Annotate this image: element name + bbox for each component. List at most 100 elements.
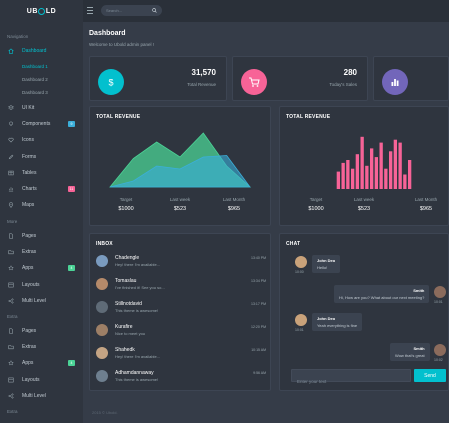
- bar-2: [341, 162, 345, 189]
- chat-input-box: [291, 369, 411, 387]
- sidebar-item-multi-level[interactable]: Multi Level: [0, 390, 83, 402]
- count-badge: 4: [68, 360, 75, 367]
- sidebar-item-charts[interactable]: Charts 11: [0, 183, 83, 195]
- inbox-time: 9:56 AM: [253, 371, 266, 375]
- chat-input[interactable]: [292, 376, 410, 387]
- search-box: [101, 5, 162, 16]
- sidebar-item-ui-kit[interactable]: UI Kit: [0, 102, 83, 114]
- revenue-card-right: TOTAL REVENUE Target $1000 Last week $52…: [279, 106, 449, 226]
- stat-card-revenue: $ 31,570 Total Revenue: [89, 56, 227, 101]
- bar-4: [351, 168, 355, 189]
- cart-icon: [241, 69, 267, 95]
- inbox-sender: Chadengle: [115, 255, 140, 261]
- inbox-item[interactable]: Adhamdannaway This theme is awesome! 9:56 …: [96, 368, 266, 388]
- sidebar-item-multi-level[interactable]: Multi Level: [0, 295, 83, 307]
- search-input[interactable]: [106, 5, 150, 16]
- nav-section-extra-bottom: Extra: [7, 409, 18, 414]
- home-icon: [8, 48, 14, 54]
- bar-16: [408, 160, 412, 189]
- card-title: TOTAL REVENUE: [286, 114, 331, 120]
- search-icon[interactable]: [152, 8, 157, 13]
- share-icon: [8, 298, 14, 304]
- chat-bubble-left: John Deo Yeah everything is fine: [312, 313, 363, 331]
- inbox-item[interactable]: Chadengle Hey! there I'm available... 13:4…: [96, 253, 266, 273]
- brand-logo[interactable]: UB LD: [0, 0, 83, 22]
- sidebar-item-apps[interactable]: Apps 4: [0, 357, 83, 369]
- sidebar-item-label: Apps: [22, 360, 34, 367]
- heart-icon: [8, 138, 14, 143]
- sidebar-item-pages[interactable]: Pages: [0, 325, 83, 337]
- sidebar-item-components[interactable]: Components 9: [0, 118, 83, 130]
- page-title: Dashboard: [89, 30, 126, 37]
- inbox-sender: Stillnotdavid: [115, 301, 142, 307]
- stat-card-sales: 280 Today's Sales: [232, 56, 368, 101]
- revenue-card-left: TOTAL REVENUE Target $1000 Last week $52…: [89, 106, 271, 226]
- chat-sender: Smith: [413, 346, 425, 351]
- count-badge: 11: [68, 186, 75, 192]
- inbox-message: Hey! there I'm available...: [115, 262, 161, 267]
- sidebar-item-extras[interactable]: Extras: [0, 341, 83, 353]
- avatar: [96, 324, 108, 336]
- chat-text: Hi, How are you? What about our next mee…: [339, 295, 425, 300]
- stat-card-third: [373, 56, 449, 101]
- sidebar-item-layouts[interactable]: Layouts: [0, 374, 83, 386]
- inbox-time: 13:17 PM: [251, 302, 266, 306]
- revenue-bar-chart: [336, 136, 412, 189]
- card-title: TOTAL REVENUE: [96, 114, 141, 120]
- logo-ring-icon: [38, 7, 46, 15]
- sidebar-item-dashboard[interactable]: Dashboard: [0, 45, 83, 57]
- inbox-item[interactable]: Shahedk Hey! there I'm available... 10:15 …: [96, 345, 266, 365]
- send-button[interactable]: Send: [414, 369, 446, 382]
- chat-bubble-right: Smith Wow that's great: [390, 343, 430, 361]
- stat-label: Today's Sales: [329, 82, 357, 87]
- sidebar-item-pages[interactable]: Pages: [0, 230, 83, 242]
- star-icon: [8, 265, 14, 271]
- sidebar-item-label: Tables: [22, 169, 37, 176]
- avatar: [96, 370, 108, 382]
- inbox-sender: Adhamdannaway: [115, 370, 154, 376]
- metric-target: Target $1000: [106, 197, 146, 212]
- sidebar-item-extras[interactable]: Extras: [0, 246, 83, 258]
- table-icon: [8, 170, 14, 175]
- revenue-area-chart: [109, 132, 252, 188]
- sidebar-sub-dashboard-2[interactable]: Dashboard 2: [22, 77, 48, 82]
- chat-card: CHAT 10:00 John Deo Hello! 10:01 Smith H…: [279, 233, 449, 391]
- metric-value: $965: [419, 206, 433, 212]
- avatar: [295, 314, 307, 326]
- metric-last-week: Last week $523: [160, 197, 200, 212]
- sidebar-item-icons[interactable]: Icons: [0, 134, 83, 146]
- page-icon: [9, 233, 13, 239]
- sidebar-item-layouts[interactable]: Layouts: [0, 279, 83, 291]
- dollar-icon: $: [98, 69, 124, 95]
- topbar: UB LD: [0, 0, 449, 22]
- metric-label: Last Month: [414, 197, 438, 202]
- sidebar-item-label: Apps: [22, 265, 34, 272]
- inbox-item[interactable]: Kurafire Nice to meet you 12:20 PM: [96, 322, 266, 342]
- inbox-item[interactable]: Stillnotdavid This theme is awesome! 13:17…: [96, 299, 266, 319]
- inbox-message: This theme is awesome!: [115, 377, 159, 382]
- logo-text-left: UB: [26, 7, 38, 15]
- sidebar-item-forms[interactable]: Forms: [0, 151, 83, 163]
- inbox-sender: Tomaslau: [115, 278, 137, 284]
- menu-toggle-icon[interactable]: [87, 7, 93, 14]
- sidebar-sub-dashboard-1[interactable]: Dashboard 1: [22, 64, 48, 69]
- sidebar-item-maps[interactable]: Maps: [0, 199, 83, 211]
- footer-text: 2015 © Ubold.: [92, 410, 118, 415]
- bar-15: [403, 174, 407, 189]
- bar-3: [346, 160, 350, 189]
- star-icon: [8, 360, 14, 366]
- inbox-item[interactable]: Tomaslau I've finished it! See you so... 1…: [96, 276, 266, 296]
- bar-10: [379, 142, 383, 189]
- sidebar-item-apps[interactable]: Apps 4: [0, 262, 83, 274]
- layout-icon: [8, 377, 14, 382]
- avatar: [96, 255, 108, 267]
- inbox-sender: Shahedk: [115, 347, 135, 353]
- sidebar-sub-dashboard-3[interactable]: Dashboard 3: [22, 90, 48, 95]
- inbox-time: 12:20 PM: [251, 325, 266, 329]
- metric-last-week: Last week $523: [344, 197, 384, 212]
- chat-time: 10:00: [295, 270, 304, 274]
- chat-sender: John Deo: [317, 258, 336, 263]
- sidebar-item-tables[interactable]: Tables: [0, 167, 83, 179]
- chat-time: 10:01: [295, 328, 304, 332]
- sidebar-item-label: Components: [22, 121, 51, 128]
